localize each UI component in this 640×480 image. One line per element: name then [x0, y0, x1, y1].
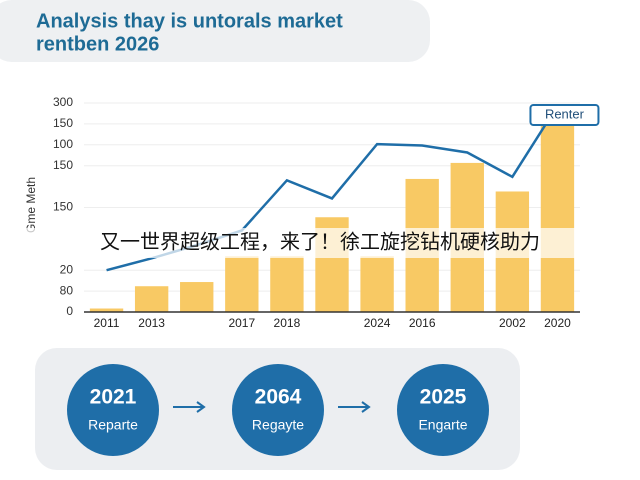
y-tick-label: 150	[53, 158, 73, 172]
title-box	[0, 0, 430, 62]
bar	[89, 308, 124, 312]
banner: 又一世界超级工程，来了！徐工旋挖钻机硬核助力	[100, 230, 540, 253]
y-axis-label: Gme Meth	[24, 177, 38, 233]
x-tick-label: 2002	[499, 316, 526, 330]
bar	[540, 119, 575, 312]
chart-title: Analysis thay is untorals market	[36, 10, 343, 32]
x-tick-label: 2017	[228, 316, 255, 330]
x-tick-label: 2018	[274, 316, 301, 330]
bar	[270, 256, 304, 312]
step-circle	[397, 364, 489, 456]
bar	[360, 256, 394, 312]
x-tick-label: 2013	[138, 316, 165, 330]
annotation: Renter	[545, 106, 585, 121]
y-tick-label: 150	[53, 200, 73, 214]
y-tick-label: 0	[66, 304, 73, 318]
step-year: 2025	[420, 386, 467, 409]
y-tick-label: 100	[53, 137, 73, 151]
annotation-box	[529, 104, 600, 126]
step-year: 2064	[255, 386, 302, 409]
step-label: Reparte	[88, 417, 138, 433]
steps: 2021 Reparte 2064 Regayte 2025 Engarte	[67, 364, 489, 456]
x-tick-label: 2020	[544, 316, 571, 330]
bar	[225, 256, 259, 312]
y-tick-label: 80	[60, 283, 74, 297]
plot: 0 80 20 150 150 100 150 300 2011 2013 2017 2018 2024…	[53, 95, 600, 330]
bar	[180, 282, 214, 312]
chart-title: rentben 2026	[36, 33, 159, 55]
step-label: Engarte	[418, 417, 467, 433]
y-tick-label: 150	[53, 116, 73, 130]
bar	[134, 286, 169, 312]
step-circle	[232, 364, 324, 456]
y-tick-label: 300	[53, 95, 73, 109]
arrow	[338, 401, 371, 413]
x-tick-label: 2016	[409, 316, 436, 330]
x-tick-label: 2011	[94, 316, 120, 330]
arrow	[173, 401, 206, 413]
step-circle	[67, 364, 159, 456]
banner-band	[0, 228, 640, 258]
x-tick-label: 2024	[364, 316, 391, 330]
y-tick-label: 20	[60, 262, 74, 276]
step-label: Regayte	[252, 417, 304, 433]
step-year: 2021	[90, 386, 137, 409]
